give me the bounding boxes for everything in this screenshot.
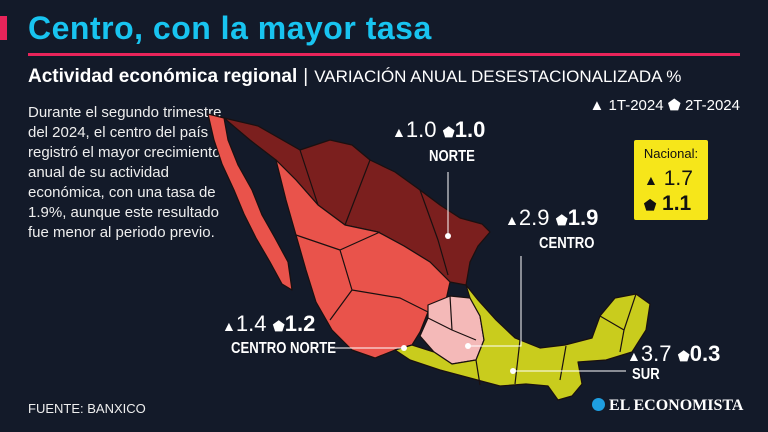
subtitle-light: VARIACIÓN ANUAL DESESTACIONALIZADA % (314, 67, 682, 86)
centro-norte-label: CENTRO NORTE (231, 340, 336, 357)
region-sur (394, 284, 651, 401)
pentagon-icon: ⬟ (677, 348, 690, 364)
triangle-icon: ▲ (505, 212, 519, 228)
subtitle: Actividad económica regional | VARIACIÓN A… (28, 66, 681, 88)
sur-label: SUR (632, 366, 660, 383)
subtitle-separator: | (303, 66, 309, 87)
triangle-icon: ▲ (222, 318, 236, 334)
triangle-icon: ▲ (627, 348, 641, 364)
pentagon-icon: ⬟ (272, 318, 285, 334)
centro-marker (465, 343, 471, 349)
title-accent-bar (0, 16, 7, 40)
legend-q2: 2T-2024 (684, 97, 740, 114)
norte-label: NORTE (429, 148, 475, 165)
globe-icon (592, 398, 605, 411)
description: Durante el segundo trimestre del 2024, e… (28, 104, 222, 241)
region-centro-norte (275, 159, 451, 359)
centro-norte-marker (401, 345, 407, 351)
sur-marker (510, 368, 516, 374)
pentagon-icon: ⬟ (442, 124, 455, 140)
centro-label: CENTRO (539, 235, 595, 252)
nacional-box: Nacional: ▲ 1.7 ⬟ 1.1 (634, 140, 708, 220)
title-divider (28, 53, 740, 56)
triangle-icon: ▲ (589, 97, 605, 114)
source: FUENTE: BANXICO (28, 401, 146, 416)
triangle-icon: ▲ (392, 124, 406, 140)
nacional-q2: 1.1 (662, 192, 692, 215)
sur-values: ▲3.7 ⬟0.3 (627, 341, 721, 366)
pentagon-icon: ⬟ (555, 212, 568, 228)
subtitle-bold: Actividad económica regional (28, 66, 298, 87)
norte-values: ▲1.0 ⬟1.0 (392, 117, 486, 142)
logo: EL ECONOMISTA (592, 397, 743, 415)
pentagon-icon: ⬟ (667, 97, 681, 114)
norte-marker (445, 233, 451, 239)
region-baja (207, 113, 293, 291)
centro-values: ▲2.9 ⬟1.9 (505, 205, 599, 230)
triangle-icon: ▲ (644, 172, 658, 188)
pentagon-icon: ⬟ (644, 197, 657, 213)
nacional-label: Nacional: (643, 146, 699, 161)
centro-norte-values: ▲1.4 ⬟1.2 (222, 311, 316, 336)
legend-q1: 1T-2024 (608, 97, 664, 114)
legend: ▲ 1T-2024 ⬟ 2T-2024 (589, 96, 740, 114)
page-title: Centro, con la mayor tasa (28, 10, 432, 46)
nacional-q1: 1.7 (663, 167, 693, 190)
